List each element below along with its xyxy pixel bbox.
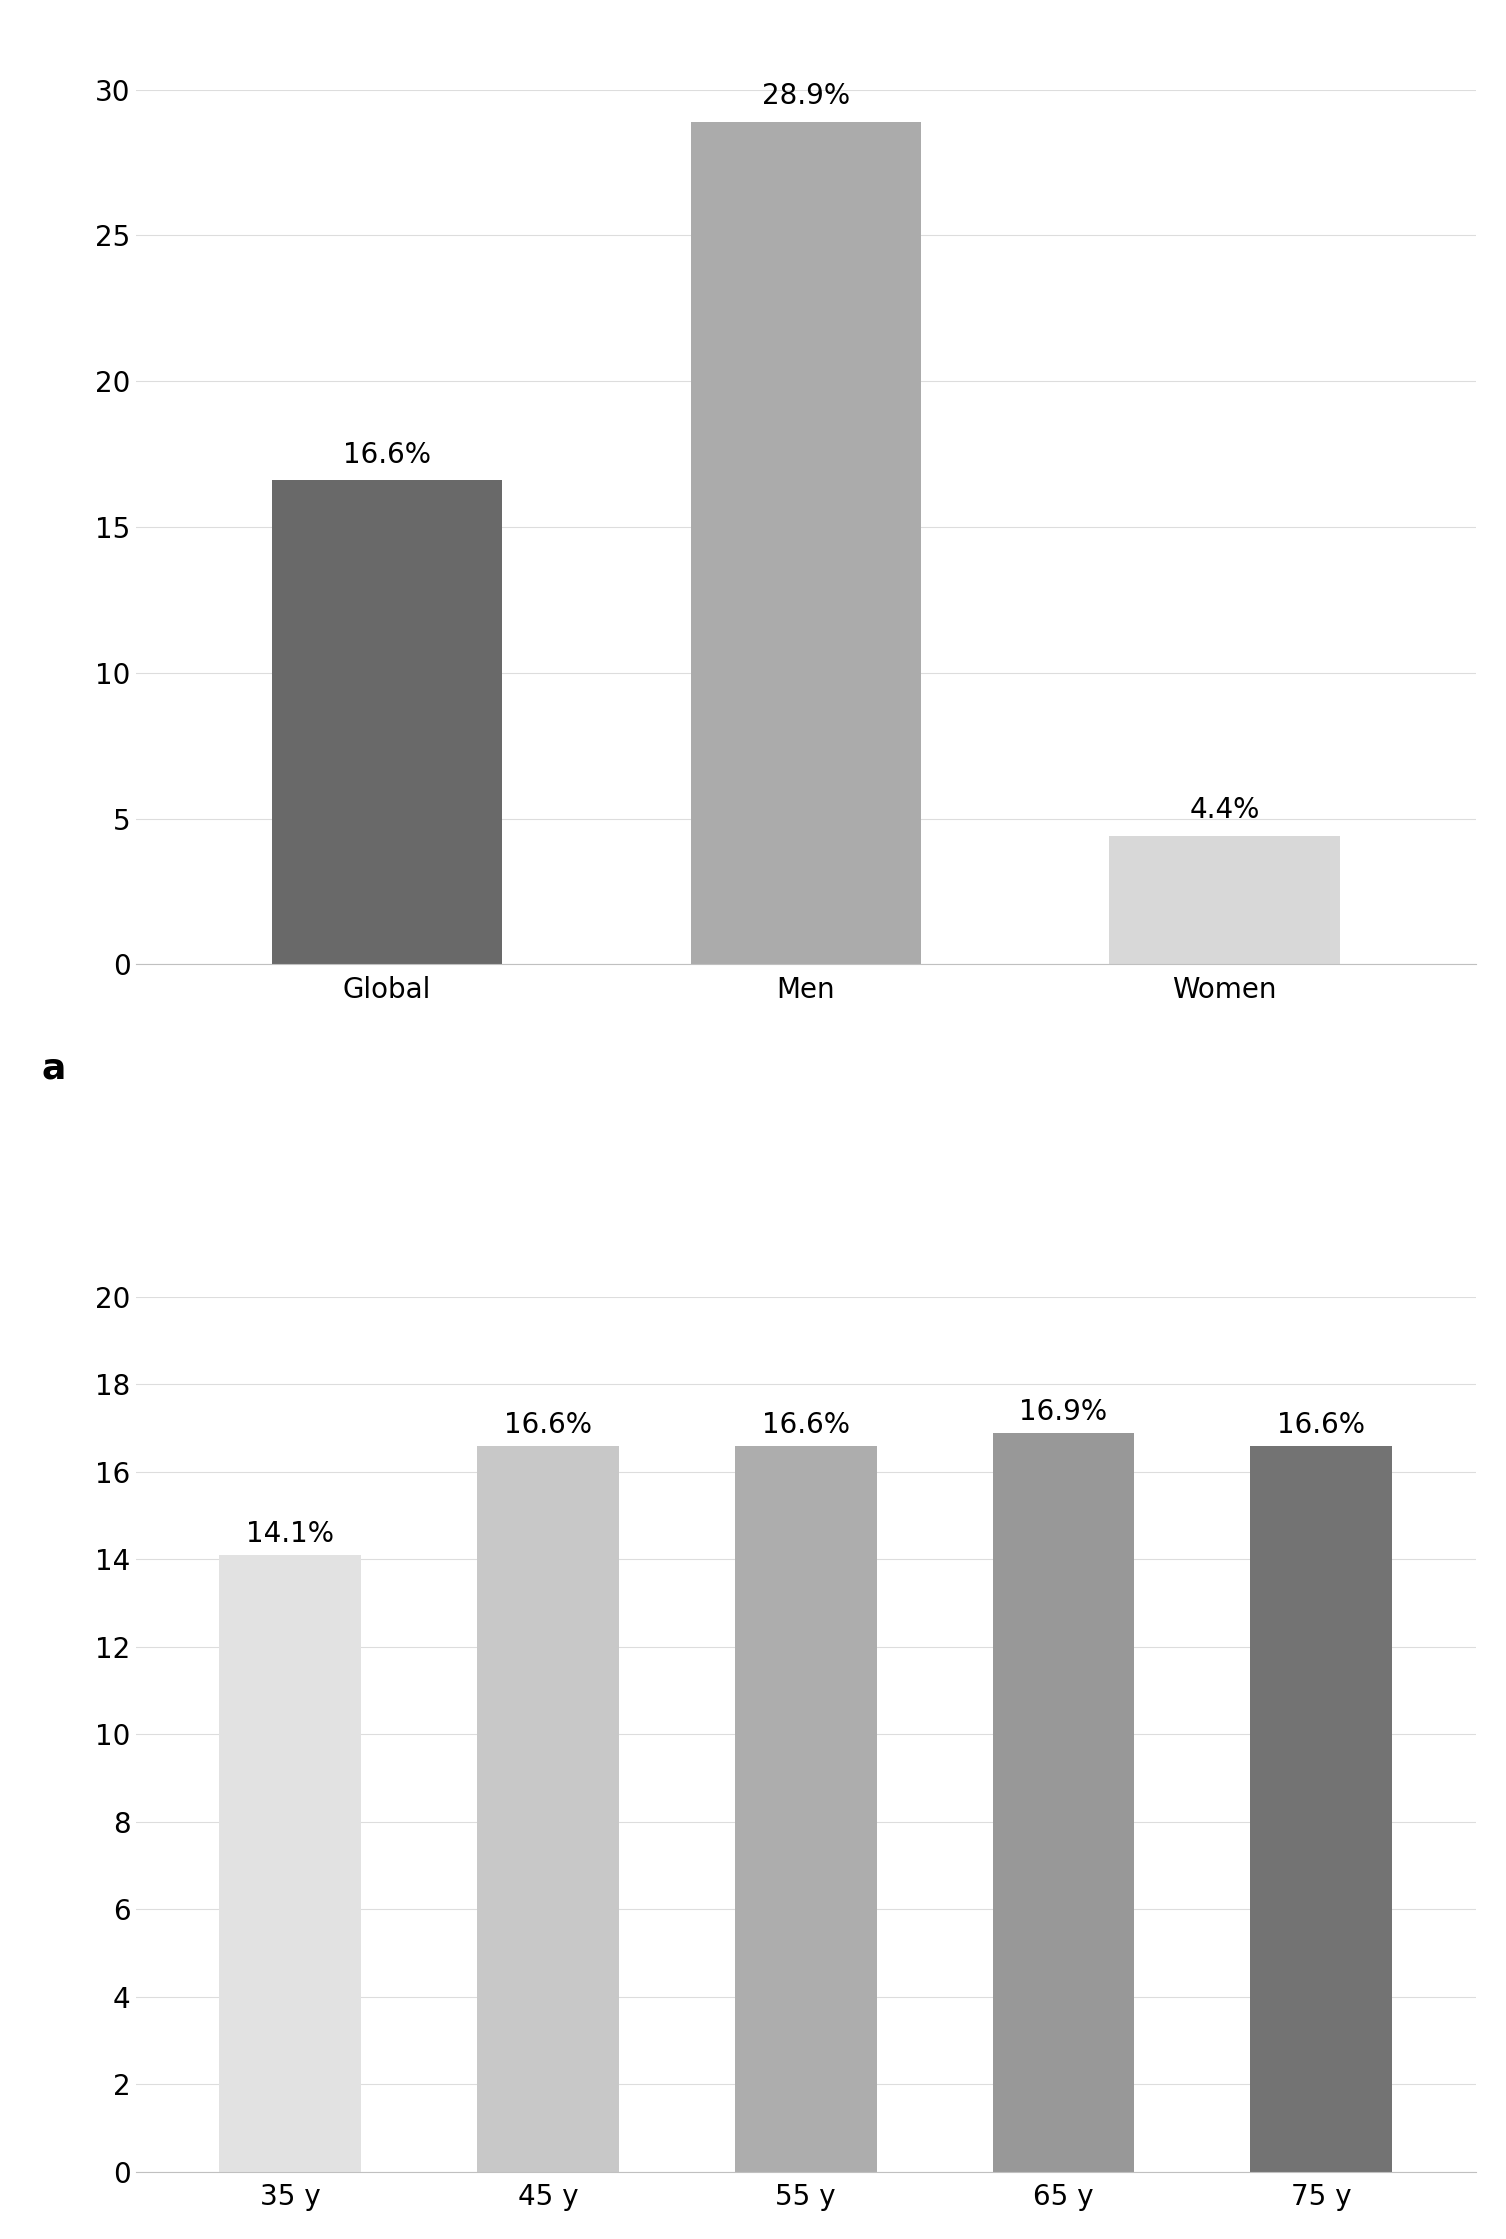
Bar <box>271 481 501 965</box>
Bar <box>1110 835 1340 965</box>
Text: 14.1%: 14.1% <box>245 1520 334 1549</box>
Text: 28.9%: 28.9% <box>762 83 849 110</box>
Text: 16.6%: 16.6% <box>1277 1411 1366 1440</box>
Bar <box>691 121 920 965</box>
Bar <box>992 1433 1134 2172</box>
Text: 16.9%: 16.9% <box>1020 1397 1107 1426</box>
Bar <box>735 1446 876 2172</box>
Text: 16.6%: 16.6% <box>762 1411 849 1440</box>
Bar <box>477 1446 619 2172</box>
Text: 16.6%: 16.6% <box>343 441 431 468</box>
Text: 16.6%: 16.6% <box>505 1411 592 1440</box>
Text: 4.4%: 4.4% <box>1190 797 1259 824</box>
Bar <box>1250 1446 1392 2172</box>
Bar <box>220 1556 361 2172</box>
Text: a: a <box>42 1052 66 1086</box>
